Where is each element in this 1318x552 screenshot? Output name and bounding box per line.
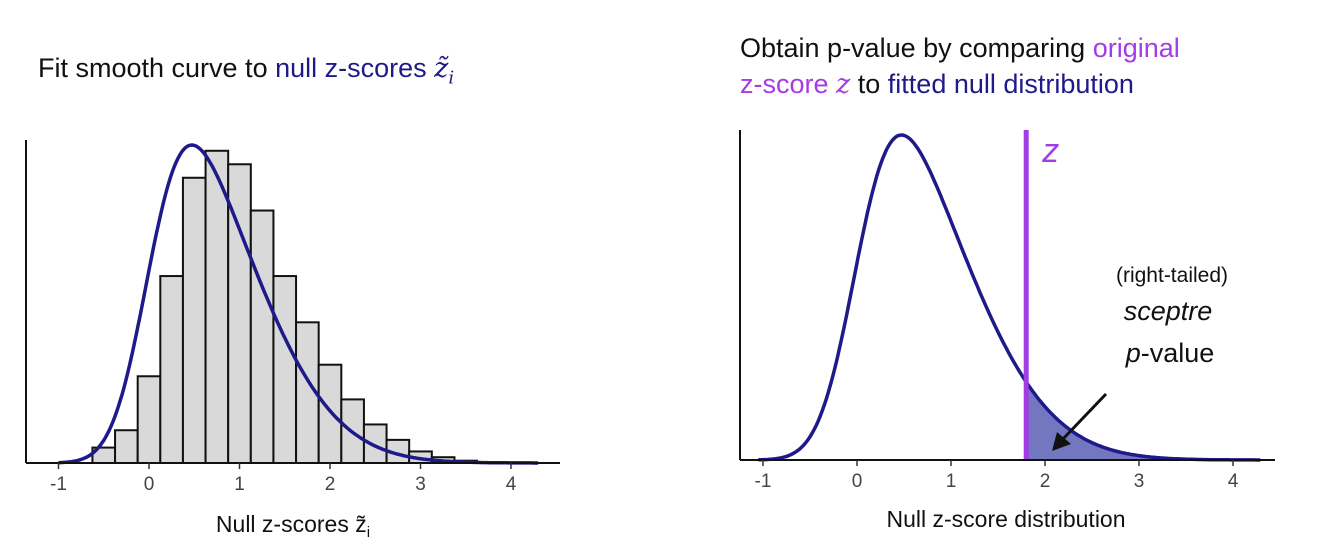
annotation-line3: p-value — [1125, 338, 1215, 368]
annotation-line1: (right-tailed) — [1116, 264, 1228, 287]
x-tick-label: 4 — [506, 474, 517, 495]
x-tick-label: 0 — [144, 474, 155, 495]
right-title-z-symbol: z — [836, 69, 851, 100]
right-title-line1-text: Obtain p-value by comparing — [740, 33, 1093, 63]
left-title-text: Fit smooth curve to — [38, 53, 276, 83]
right-title-line1-highlight: original — [1092, 33, 1180, 63]
left-chart-title: Fit smooth curve to null z-scores z̃i — [38, 50, 454, 96]
right-title-line2: z-score z to fitted null distribution — [740, 66, 1180, 103]
x-tick-label: 3 — [1134, 471, 1145, 492]
fitted-curve — [58, 143, 539, 465]
annotation-arrow-shaft — [1060, 392, 1108, 442]
x-axis-label-symbol: z̃ — [355, 511, 367, 537]
x-tick-label: 4 — [1228, 471, 1239, 492]
histogram-bar — [317, 363, 343, 464]
null-density-curve — [758, 133, 1261, 462]
right-title-line2-to: to — [850, 69, 888, 99]
annotation-p-rest: -value — [1141, 338, 1215, 368]
x-tick-label: -1 — [755, 471, 772, 492]
observed-z-label: z — [1041, 132, 1059, 170]
left-title-highlight: null z-scores — [275, 53, 435, 83]
histogram-bar — [181, 176, 207, 464]
histogram-bar — [272, 275, 298, 464]
histogram-bar — [249, 209, 275, 464]
histogram-bar — [114, 429, 139, 464]
left-title-subscript: i — [448, 67, 455, 89]
right-title-line2-null: fitted null distribution — [887, 69, 1134, 99]
x-axis-label: Null z-scores z̃i — [216, 511, 370, 541]
x-tick-label: 1 — [946, 471, 957, 492]
left-title-symbol: z̃ — [434, 53, 449, 84]
x-tick-label: 2 — [325, 474, 336, 495]
histogram-bar — [159, 275, 184, 464]
histogram-bar — [204, 149, 230, 464]
annotation-line2: sceptre — [1124, 296, 1213, 326]
annotation-arrow-head — [1052, 432, 1071, 451]
x-tick-label: 2 — [1040, 471, 1051, 492]
x-axis-label-subscript: i — [367, 524, 370, 541]
x-tick-label: 3 — [415, 474, 426, 495]
x-tick-label: -1 — [50, 474, 67, 495]
histogram-chart: -1 0 1 2 3 4 Null z-scores z̃i — [25, 140, 560, 541]
annotation-p-italic: p — [1125, 338, 1141, 368]
x-tick-label: 0 — [852, 471, 863, 492]
null-distribution-chart: z -1 0 1 2 3 4 Null z-score distribution (right-… — [739, 130, 1275, 532]
x-axis-label: Null z-score distribution — [886, 506, 1125, 532]
histogram-bar — [136, 375, 162, 465]
x-tick-label: 1 — [234, 474, 245, 495]
right-title-line1: Obtain p-value by comparing original — [740, 30, 1180, 66]
right-chart-title: Obtain p-value by comparing original z-s… — [740, 30, 1180, 103]
right-title-line2-highlight: z-score — [740, 69, 837, 99]
